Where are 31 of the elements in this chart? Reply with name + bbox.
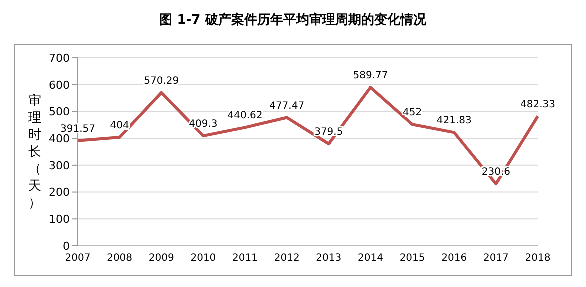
- x-tick-label: 2012: [274, 253, 300, 264]
- x-tick-label: 2016: [442, 253, 468, 264]
- y-tick-label: 400: [49, 132, 70, 146]
- data-label: 570.29: [144, 76, 180, 87]
- x-tick-label: 2007: [65, 253, 91, 264]
- x-tick-label: 2017: [483, 253, 509, 264]
- data-label: 421.83: [436, 116, 472, 127]
- data-label: 589.77: [353, 70, 388, 82]
- data-label: 404: [110, 120, 130, 132]
- x-tick-label: 2011: [232, 253, 258, 264]
- data-label: 440.62: [228, 110, 263, 122]
- x-tick-label: 2009: [148, 253, 174, 264]
- y-tick-label: 100: [49, 213, 70, 226]
- y-axis-title: 审理时长（天）: [28, 93, 42, 212]
- x-tick-label: 2008: [107, 253, 133, 264]
- y-tick-label: 500: [49, 106, 70, 119]
- data-label: 482.33: [520, 99, 556, 110]
- data-label: 477.47: [270, 100, 305, 112]
- data-label: 391.57: [60, 124, 96, 135]
- y-tick-label: 0: [63, 240, 70, 253]
- x-tick-label: 2015: [400, 253, 426, 264]
- x-tick-label: 2018: [525, 253, 551, 264]
- y-tick-label: 200: [49, 186, 70, 200]
- chart-title: 图 1-7 破产案件历年平均审理周期的变化情况: [158, 12, 428, 30]
- y-tick-label: 700: [49, 52, 70, 65]
- y-tick-label: 300: [49, 159, 70, 172]
- x-tick-label: 2010: [190, 253, 216, 264]
- x-tick-label: 2013: [316, 253, 342, 264]
- x-tick-label: 2014: [358, 253, 384, 264]
- data-label: 452: [403, 108, 422, 119]
- y-tick-label: 600: [49, 78, 70, 92]
